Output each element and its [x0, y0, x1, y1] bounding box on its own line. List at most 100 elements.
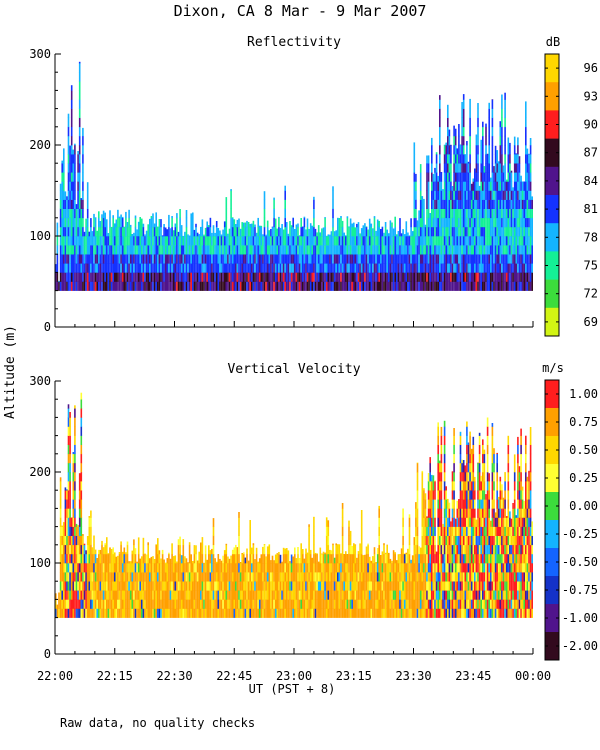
heatmap-cell: [512, 199, 514, 209]
heatmap-cell: [525, 254, 527, 264]
heatmap-cell: [354, 272, 357, 282]
heatmap-cell: [453, 263, 455, 273]
heatmap-cell: [188, 254, 191, 264]
heatmap-cell: [125, 236, 127, 246]
heatmap-cell: [214, 254, 216, 264]
heatmap-cell: [128, 254, 130, 264]
heatmap-cell: [188, 281, 191, 291]
heatmap-cell: [459, 226, 462, 237]
heatmap-cell: [134, 599, 137, 609]
heatmap-cell: [306, 608, 309, 618]
heatmap-cell: [155, 553, 157, 564]
heatmap-cell: [139, 245, 141, 255]
heatmap-cell: [134, 217, 137, 228]
heatmap-cell: [300, 553, 302, 564]
heatmap-cell: [311, 272, 314, 282]
heatmap-cell: [67, 535, 70, 546]
heatmap-cell: [421, 281, 424, 291]
heatmap-cell: [373, 245, 376, 255]
heatmap-cell: [491, 263, 494, 273]
heatmap-cell: [512, 236, 514, 246]
heatmap-cell: [233, 547, 236, 555]
heatmap-cell: [475, 245, 478, 255]
heatmap-cell: [204, 599, 207, 609]
heatmap-cell: [166, 254, 169, 264]
heatmap-cell: [80, 517, 83, 527]
heatmap-cell: [462, 190, 465, 200]
heatmap-cell: [313, 281, 315, 291]
heatmap-cell: [66, 281, 68, 291]
heatmap-cell: [354, 544, 357, 546]
heatmap-cell: [211, 599, 213, 609]
heatmap-cell: [447, 263, 449, 273]
heatmap-cell: [177, 272, 180, 282]
heatmap-cell: [220, 236, 223, 246]
heatmap-cell: [525, 190, 527, 200]
heatmap-cell: [380, 599, 382, 609]
heatmap-cell: [67, 113, 70, 118]
heatmap-cell: [236, 281, 239, 291]
colorbar-label: 69: [584, 315, 598, 329]
heatmap-cell: [518, 254, 521, 264]
heatmap-cell: [482, 263, 484, 273]
heatmap-cell: [295, 581, 298, 591]
heatmap-cell: [491, 208, 494, 219]
heatmap-cell: [106, 608, 108, 618]
heatmap-cell: [345, 235, 347, 237]
heatmap-cell: [316, 236, 318, 246]
heatmap-cell: [488, 117, 490, 128]
heatmap-cell: [187, 263, 189, 273]
heatmap-cell: [505, 236, 508, 246]
heatmap-cell: [273, 281, 275, 291]
heatmap-cell: [88, 544, 91, 555]
heatmap-cell: [168, 608, 170, 618]
heatmap-cell: [230, 263, 232, 273]
heatmap-cell: [129, 226, 132, 237]
heatmap-cell: [212, 599, 215, 609]
heatmap-cell: [243, 599, 245, 609]
heatmap-cell: [419, 164, 422, 173]
heatmap-cell: [212, 518, 215, 527]
heatmap-cell: [384, 226, 387, 237]
heatmap-cell: [247, 272, 250, 282]
heatmap-cell: [225, 245, 228, 255]
heatmap-cell: [410, 236, 412, 246]
heatmap-cell: [212, 553, 215, 564]
heatmap-cell: [150, 556, 153, 564]
heatmap-cell: [77, 254, 79, 264]
heatmap-cell: [59, 477, 62, 482]
heatmap-cell: [376, 254, 379, 264]
heatmap-cell: [383, 553, 385, 564]
heatmap-cell: [91, 254, 94, 264]
heatmap-cell: [305, 245, 307, 255]
heatmap-cell: [357, 581, 360, 591]
heatmap-cell: [297, 590, 299, 600]
heatmap-cell: [134, 272, 137, 282]
heatmap-cell: [74, 426, 76, 436]
heatmap-cell: [59, 217, 62, 228]
heatmap-cell: [494, 181, 497, 191]
heatmap-cell: [126, 236, 129, 246]
heatmap-cell: [437, 190, 439, 200]
heatmap-cell: [141, 263, 143, 273]
heatmap-cell: [142, 590, 145, 600]
heatmap-cell: [114, 226, 116, 237]
heatmap-cell: [435, 152, 438, 155]
heatmap-cell: [182, 245, 185, 255]
heatmap-cell: [219, 230, 221, 237]
heatmap-cell: [353, 581, 355, 591]
heatmap-cell: [72, 236, 75, 246]
heatmap-cell: [510, 190, 513, 200]
heatmap-cell: [329, 581, 331, 591]
heatmap-cell: [345, 599, 347, 609]
heatmap-cell: [528, 172, 530, 182]
heatmap-cell: [480, 217, 482, 228]
heatmap-cell: [505, 179, 508, 182]
heatmap-cell: [243, 553, 245, 564]
heatmap-cell: [72, 590, 75, 600]
heatmap-cell: [373, 563, 376, 573]
heatmap-cell: [90, 510, 92, 518]
heatmap-cell: [447, 117, 449, 128]
heatmap-cell: [227, 236, 229, 246]
heatmap-cell: [169, 599, 172, 609]
